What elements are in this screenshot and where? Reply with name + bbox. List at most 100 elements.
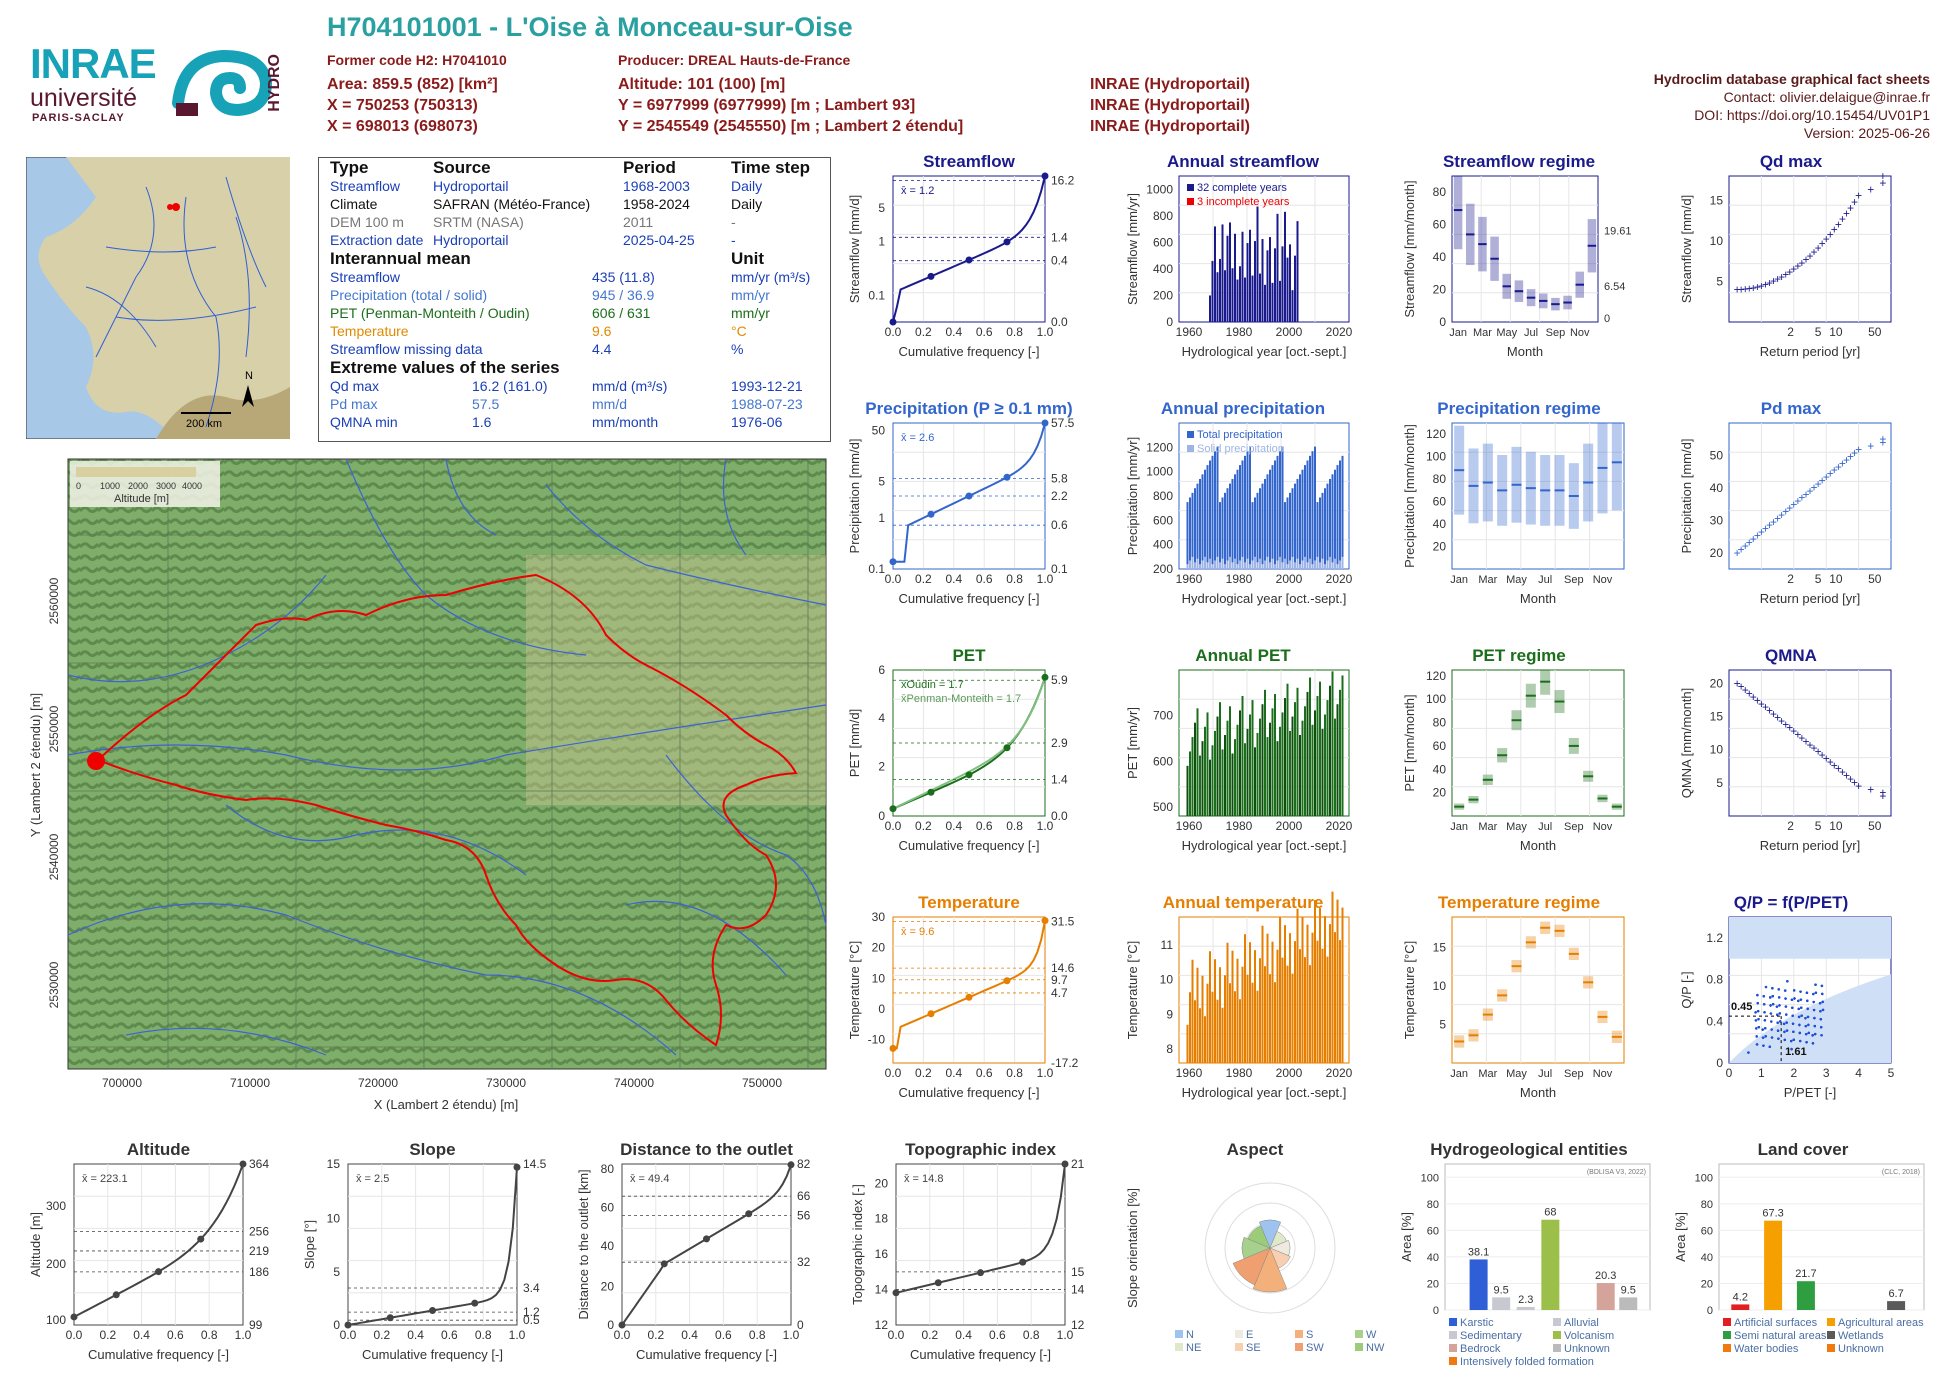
annual-bar — [1216, 272, 1219, 322]
solid-precip-bar — [1269, 562, 1271, 569]
right-tick: 1.4 — [1051, 230, 1068, 244]
annual-bar — [1189, 992, 1191, 1063]
quantile-point — [1041, 673, 1049, 681]
qp-point — [1812, 992, 1815, 996]
annual-bar — [1296, 221, 1299, 322]
qp-point — [1799, 990, 1802, 993]
right-tick: 219 — [249, 1244, 269, 1258]
bar — [1492, 1297, 1511, 1310]
return-period-point: + — [1811, 741, 1818, 755]
annual-bar — [1226, 235, 1229, 322]
qp-point — [1818, 1002, 1822, 1005]
y-tick: 100 — [46, 1313, 66, 1327]
legend-swatch — [1295, 1330, 1303, 1338]
annual-bar — [1329, 924, 1331, 1063]
quantile-point — [889, 1044, 897, 1052]
quantile-point — [927, 272, 935, 280]
right-tick: 0.6 — [1051, 518, 1068, 532]
return-period-point: + — [1819, 474, 1826, 488]
y-tick: 1.2 — [1706, 931, 1723, 945]
bar-label: 6.7 — [1888, 1288, 1903, 1300]
y-tick: 80 — [1433, 716, 1447, 730]
annual-bar — [1191, 492, 1194, 569]
annual-bar — [1336, 899, 1339, 1063]
right-tick: 31.5 — [1051, 914, 1075, 928]
qp-point — [1762, 1044, 1765, 1047]
solid-precip-bar — [1321, 558, 1324, 569]
annual-bar — [1314, 446, 1316, 569]
x-tick: 0.8 — [749, 1328, 766, 1342]
contact: Contact: olivier.delaigue@inrae.fr — [1723, 89, 1930, 105]
x-tick: 1980 — [1226, 1066, 1253, 1080]
annual-bar — [1291, 973, 1294, 1063]
annual-bar — [1329, 685, 1331, 816]
qp-point — [1790, 1039, 1793, 1043]
return-period-point: + — [1867, 439, 1874, 453]
annual-bar — [1266, 737, 1269, 816]
annual-bar — [1264, 966, 1266, 1063]
legend-swatch — [1355, 1330, 1363, 1338]
right-tick: 0 — [1604, 313, 1610, 325]
x-tick: 0.6 — [989, 1328, 1006, 1342]
legend-swatch — [1235, 1343, 1243, 1351]
annual-bar — [1271, 708, 1274, 816]
bar-label: 20.3 — [1595, 1270, 1616, 1282]
solid-precip-bar — [1211, 564, 1214, 569]
plot-frame — [621, 1163, 792, 1326]
y-tick: 0.1 — [868, 562, 885, 576]
return-period-point: + — [1794, 259, 1801, 273]
x-tick: 2 — [1787, 572, 1794, 586]
y-axis-label: Streamflow [mm/d] — [847, 195, 862, 303]
y-tick: 15 — [1710, 709, 1724, 723]
bar-label: 67.3 — [1762, 1208, 1783, 1220]
bar — [1887, 1301, 1906, 1310]
qp-point — [1805, 1040, 1808, 1044]
x-tick: 0.2 — [921, 1328, 938, 1342]
return-period-point: + — [1774, 710, 1781, 724]
row-climate-period: 1958-2024 — [623, 196, 690, 212]
solid-precip-bar — [1311, 564, 1314, 569]
annual-bar — [1291, 290, 1294, 322]
rose-sector — [1252, 1247, 1288, 1293]
annual-bar — [1256, 732, 1259, 816]
annual-bar — [1304, 706, 1306, 816]
legend-swatch — [1553, 1344, 1561, 1352]
qp-point — [1771, 987, 1774, 990]
return-period-point: + — [1746, 687, 1753, 701]
chart-17: Slope Slope [°] Cumulative frequency [-] 0.… — [302, 1140, 547, 1362]
map-xtick-4: 740000 — [614, 1076, 654, 1090]
quantile-point — [70, 1313, 78, 1321]
annual-bar — [1234, 233, 1236, 322]
return-period-point: + — [1835, 460, 1842, 474]
qp-point — [1770, 1020, 1773, 1023]
chart-0: Streamflow Streamflow [mm/d] Cumulative fr… — [847, 152, 1075, 359]
return-period-point: + — [1831, 222, 1838, 236]
y-tick: 15 — [1710, 193, 1724, 207]
row-extraction-step: - — [731, 232, 736, 248]
qp-point — [1797, 999, 1800, 1003]
annual-bar — [1289, 492, 1291, 569]
x-tick: 0.4 — [407, 1328, 424, 1342]
annual-bar — [1276, 213, 1279, 322]
annual-bar — [1281, 957, 1284, 1063]
row-extraction-period: 2025-04-25 — [623, 232, 695, 248]
annual-bar — [1219, 258, 1221, 322]
annual-bar — [1209, 951, 1211, 1063]
qp-point — [1777, 996, 1781, 999]
quantile-point — [703, 1235, 710, 1243]
y-tick: 60 — [1433, 739, 1447, 753]
annual-bar — [1289, 244, 1291, 322]
qp-point — [1807, 1031, 1810, 1035]
x-tick: 0.8 — [1006, 1066, 1023, 1080]
solid-precip-bar — [1301, 560, 1304, 569]
y-tick: 1200 — [1146, 440, 1173, 454]
qp-point — [1804, 1024, 1808, 1028]
former-code: Former code H2: H7041010 — [327, 52, 507, 68]
legend-entry: Semi natural areas — [1734, 1330, 1827, 1342]
quantile-point — [1003, 977, 1011, 985]
quantile-point — [471, 1299, 479, 1307]
right-tick: 0.0 — [1051, 809, 1068, 823]
qp-point — [1785, 1021, 1788, 1024]
annual-bar — [1249, 942, 1251, 1063]
chart-title: Annual precipitation — [1161, 399, 1325, 418]
